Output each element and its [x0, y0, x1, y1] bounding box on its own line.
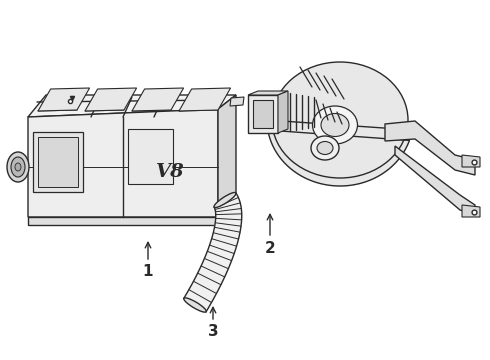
Polygon shape — [33, 132, 83, 192]
Polygon shape — [184, 193, 242, 312]
Polygon shape — [218, 95, 236, 217]
Polygon shape — [230, 97, 244, 106]
Ellipse shape — [317, 141, 333, 154]
Polygon shape — [28, 109, 218, 217]
Text: V8: V8 — [156, 163, 184, 181]
Polygon shape — [85, 88, 137, 111]
Polygon shape — [132, 88, 184, 111]
Ellipse shape — [313, 106, 358, 144]
Polygon shape — [28, 217, 218, 225]
Polygon shape — [462, 205, 480, 217]
Ellipse shape — [321, 113, 349, 136]
Polygon shape — [38, 88, 90, 111]
Polygon shape — [38, 137, 78, 187]
Text: 3: 3 — [208, 324, 219, 339]
Polygon shape — [267, 120, 413, 186]
Polygon shape — [278, 91, 288, 133]
Ellipse shape — [11, 157, 25, 177]
Polygon shape — [248, 95, 278, 133]
Polygon shape — [179, 88, 231, 111]
Text: 1: 1 — [143, 265, 153, 279]
Ellipse shape — [272, 62, 408, 178]
Polygon shape — [462, 155, 480, 167]
Polygon shape — [395, 146, 475, 215]
Text: 2: 2 — [265, 240, 275, 256]
Ellipse shape — [311, 136, 339, 160]
Ellipse shape — [184, 298, 206, 312]
Polygon shape — [385, 121, 475, 175]
Ellipse shape — [15, 163, 21, 171]
Polygon shape — [28, 95, 236, 117]
Ellipse shape — [214, 193, 236, 208]
Ellipse shape — [7, 152, 29, 182]
Polygon shape — [248, 91, 288, 95]
Polygon shape — [253, 100, 273, 128]
Polygon shape — [128, 129, 173, 184]
